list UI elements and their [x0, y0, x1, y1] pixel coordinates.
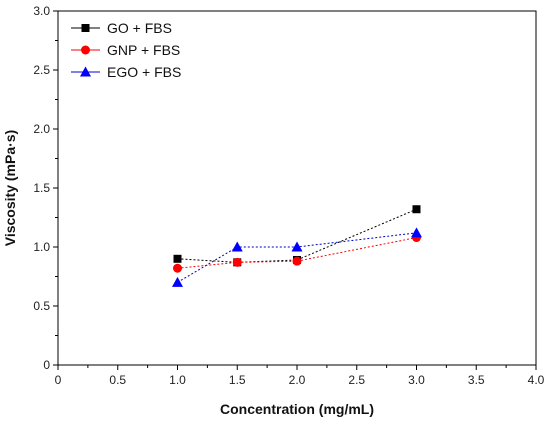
x-tick-label: 1.0 [169, 373, 186, 387]
series-line [177, 208, 417, 263]
x-tick-label: 2.5 [348, 373, 365, 387]
data-point [173, 263, 182, 273]
series-3 [172, 227, 422, 287]
data-point [231, 241, 243, 252]
series-2 [173, 233, 421, 273]
data-point [172, 276, 183, 287]
series-layer [172, 205, 422, 287]
legend-swatch-marker [81, 45, 90, 55]
x-tick-label: 4.0 [528, 373, 545, 387]
x-tick-label: 3.0 [408, 373, 425, 387]
legend-item-2: GNP + FBS [71, 42, 180, 58]
legend-label: EGO + FBS [107, 64, 181, 80]
data-point [232, 257, 242, 267]
x-tick-label: 3.5 [468, 373, 485, 387]
legend-label: GNP + FBS [107, 42, 180, 58]
legend-swatch-marker [81, 24, 90, 32]
data-point [173, 254, 182, 263]
data-point [291, 241, 303, 252]
y-tick-label: 2.0 [33, 122, 50, 136]
x-axis-title: Concentration (mg/mL) [220, 401, 374, 417]
y-tick-label: 2.5 [33, 63, 50, 77]
y-tick-label: 0 [43, 358, 50, 372]
x-tick-label: 2.0 [289, 373, 306, 387]
legend: GO + FBS GNP + FBS EGO + FBS [71, 20, 181, 80]
x-tick-label: 1.5 [229, 373, 246, 387]
x-tick-label: 0.5 [109, 373, 126, 387]
legend-swatch-marker [80, 66, 91, 77]
legend-label: GO + FBS [107, 20, 172, 36]
legend-item-3: EGO + FBS [71, 64, 181, 80]
data-point [411, 227, 422, 238]
series-line [177, 237, 417, 269]
data-point [412, 205, 421, 214]
x-tick-label: 0 [55, 373, 62, 387]
y-tick-label: 1.5 [33, 181, 50, 195]
series-line [177, 232, 417, 283]
data-point [292, 256, 302, 266]
y-tick-label: 1.0 [33, 240, 50, 254]
y-tick-label: 0.5 [33, 299, 50, 313]
y-tick-label: 3.0 [33, 4, 50, 18]
legend-item-1: GO + FBS [71, 20, 172, 36]
y-axis-title: Viscosity (mPa·s) [2, 130, 18, 246]
axis-ticks: 0 0.5 1.0 1.5 2.0 2.5 3.0 3.5 4.0 0 0.5 1.0 1.5 2.0 2.… [33, 4, 544, 387]
